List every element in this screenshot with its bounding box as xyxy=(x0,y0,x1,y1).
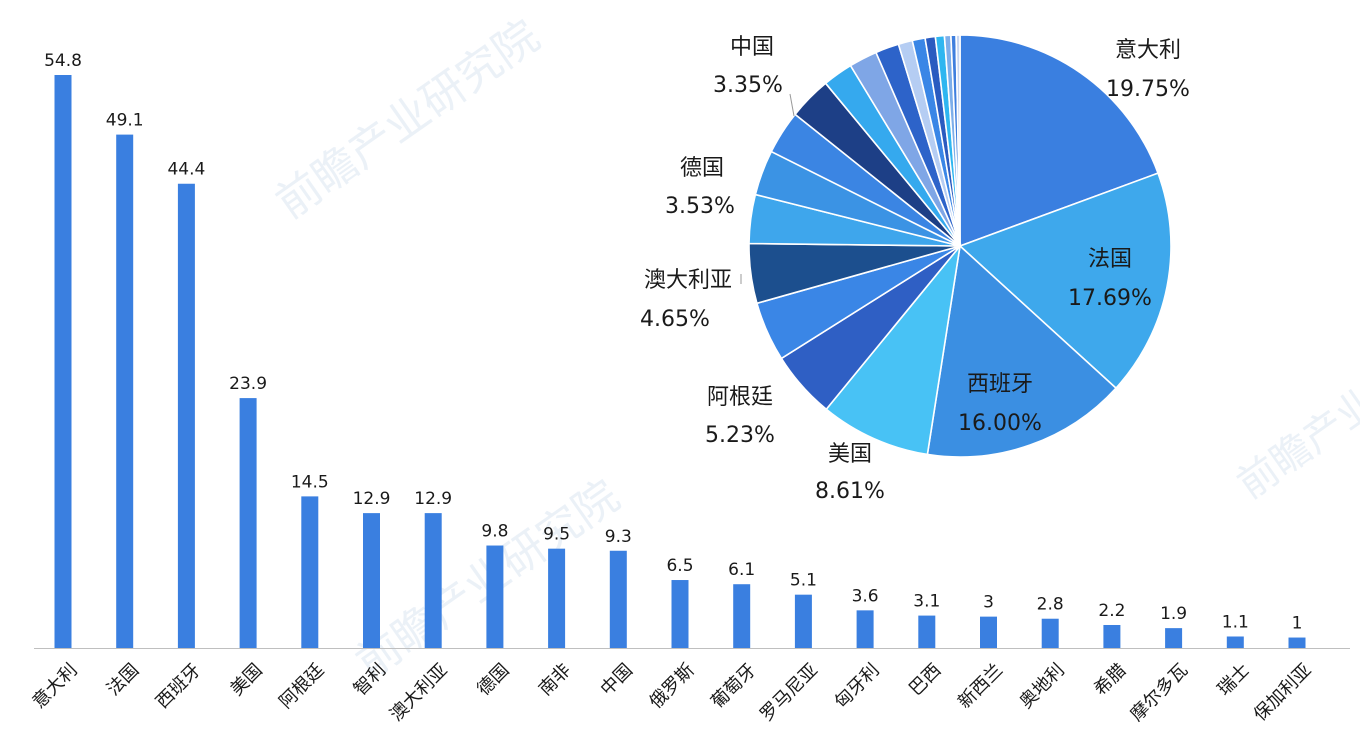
bar xyxy=(486,545,504,648)
bar-value-label: 49.1 xyxy=(106,111,144,131)
pie-slice-value: 16.00% xyxy=(958,411,1042,436)
x-tick-label: 匈牙利 xyxy=(831,660,884,713)
x-tick-label: 南非 xyxy=(535,660,575,700)
pie-slice-name: 阿根廷 xyxy=(707,385,773,410)
bar-value-label: 2.8 xyxy=(1037,595,1064,615)
x-tick-label: 法国 xyxy=(103,660,143,700)
bar-value-label: 12.9 xyxy=(353,489,391,509)
x-tick-label: 俄罗斯 xyxy=(646,660,699,713)
pie-slice xyxy=(825,243,962,456)
pie-slice-name: 中国 xyxy=(730,35,774,60)
bar xyxy=(177,183,195,649)
watermark-text: 前瞻产业研究院 xyxy=(267,11,549,229)
bar xyxy=(239,398,257,648)
bar-value-label: 54.8 xyxy=(44,51,82,71)
bar xyxy=(116,134,134,649)
bar xyxy=(363,513,380,648)
bar xyxy=(1288,637,1306,648)
bar-value-label: 1.1 xyxy=(1222,612,1249,632)
bar-value-label: 6.1 xyxy=(728,560,755,580)
bar-value-label: 14.5 xyxy=(291,472,329,492)
bar xyxy=(548,548,566,648)
bar xyxy=(1103,624,1121,648)
bar-value-label: 6.5 xyxy=(666,556,693,576)
pie-slice-value: 19.75% xyxy=(1106,77,1190,102)
bar xyxy=(1041,618,1059,648)
bar-value-label: 9.5 xyxy=(543,525,570,545)
bar-value-label: 3.6 xyxy=(852,586,879,606)
bar xyxy=(424,513,442,648)
bar xyxy=(54,75,72,648)
pie-chart: 意大利 19.75% 法国 17.69% 西班牙 16.00% 美国 8.61% 阿根廷 5.23… xyxy=(640,34,1190,504)
bar-value-label: 5.1 xyxy=(790,571,817,591)
x-tick-label: 瑞士 xyxy=(1214,660,1254,700)
bar xyxy=(1165,628,1183,648)
pie-slice-value: 8.61% xyxy=(815,479,885,504)
x-tick-label: 罗马尼亚 xyxy=(756,660,822,726)
bar xyxy=(794,594,812,648)
pie-slice xyxy=(955,34,961,247)
bar xyxy=(980,616,997,648)
bar xyxy=(1226,636,1244,648)
bar-value-label: 44.4 xyxy=(167,160,205,180)
x-tick-label: 西班牙 xyxy=(152,660,205,713)
pie-slice-name: 德国 xyxy=(680,156,724,181)
pie-slice-value: 5.23% xyxy=(705,423,775,448)
pie-slice-name: 意大利 xyxy=(1115,38,1181,63)
x-tick-label: 阿根廷 xyxy=(275,660,328,713)
bar-value-label: 3.1 xyxy=(913,592,940,612)
pie-slice-name: 西班牙 xyxy=(967,372,1033,397)
bar xyxy=(733,584,751,648)
x-tick-label: 奥地利 xyxy=(1016,660,1069,713)
bar-value-label: 9.3 xyxy=(605,527,632,547)
x-tick-label: 中国 xyxy=(597,660,637,700)
pie-slice-value: 17.69% xyxy=(1068,286,1152,311)
bar xyxy=(918,615,936,648)
bar-value-label: 2.2 xyxy=(1098,601,1125,621)
bar-chart: 54.8意大利49.1法国44.4西班牙23.9美国14.5阿根廷12.9智利1… xyxy=(29,51,1350,725)
pie-slice-name: 澳大利亚 xyxy=(644,268,732,293)
bar-value-label: 1.9 xyxy=(1160,604,1187,624)
pie-slice-value: 4.65% xyxy=(640,307,710,332)
bar xyxy=(856,610,874,648)
pie-slice-name: 法国 xyxy=(1088,247,1132,272)
x-tick-label: 摩尔多瓦 xyxy=(1126,660,1192,726)
bar-value-label: 9.8 xyxy=(481,522,508,542)
bar xyxy=(671,580,689,648)
x-tick-label: 葡萄牙 xyxy=(707,660,760,713)
pie-slice-value: 3.53% xyxy=(665,194,735,219)
pie-slice xyxy=(958,172,1172,390)
x-tick-label: 巴西 xyxy=(905,660,945,700)
x-tick-label: 美国 xyxy=(226,660,266,700)
x-tick-label: 新西兰 xyxy=(954,660,1007,713)
pie-slice xyxy=(926,244,1118,458)
x-tick-label: 希腊 xyxy=(1090,660,1130,700)
bar-value-label: 1 xyxy=(1292,614,1303,634)
watermark-text: 前瞻产业研究院 xyxy=(1229,310,1360,508)
bar-value-label: 23.9 xyxy=(229,374,267,394)
bar xyxy=(301,496,319,648)
pie-slice-name: 美国 xyxy=(828,442,872,467)
pie-slice-value: 3.35% xyxy=(713,73,783,98)
x-tick-label: 德国 xyxy=(473,660,513,700)
x-tick-label: 保加利亚 xyxy=(1250,660,1316,726)
bar xyxy=(609,550,627,648)
pie-slice xyxy=(959,34,1160,248)
bar-value-label: 12.9 xyxy=(414,489,452,509)
bar-value-label: 3 xyxy=(983,593,994,613)
pie-leader-line xyxy=(789,93,795,117)
x-tick-label: 意大利 xyxy=(29,660,82,713)
